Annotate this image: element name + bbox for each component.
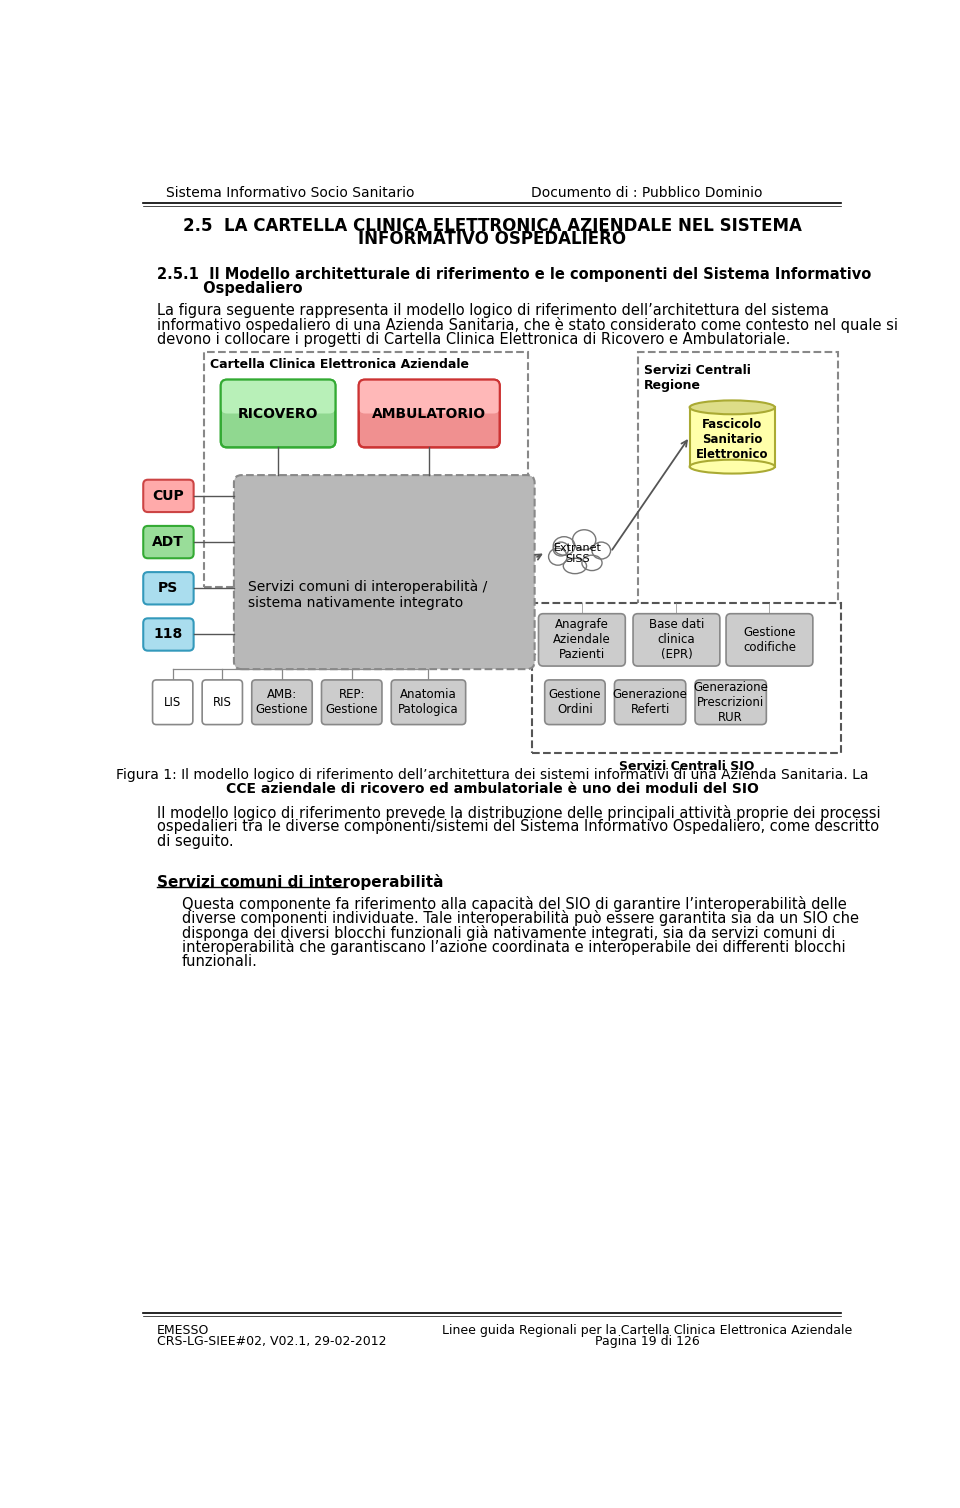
Ellipse shape	[572, 529, 596, 550]
Text: Base dati
clinica
(EPR): Base dati clinica (EPR)	[649, 618, 704, 662]
FancyBboxPatch shape	[221, 380, 335, 413]
Ellipse shape	[564, 558, 587, 573]
FancyBboxPatch shape	[695, 680, 766, 724]
Text: Sistema Informativo Socio Sanitario: Sistema Informativo Socio Sanitario	[166, 187, 415, 201]
Text: RIS: RIS	[213, 695, 231, 709]
Ellipse shape	[548, 549, 567, 566]
Text: Anatomia
Patologica: Anatomia Patologica	[398, 688, 459, 716]
FancyBboxPatch shape	[359, 380, 500, 413]
Bar	[532, 603, 841, 752]
Text: Cartella Clinica Elettronica Aziendale: Cartella Clinica Elettronica Aziendale	[210, 357, 468, 371]
Text: Documento di : Pubblico Dominio: Documento di : Pubblico Dominio	[531, 187, 763, 201]
FancyBboxPatch shape	[143, 572, 194, 605]
Text: RICOVERO: RICOVERO	[238, 407, 319, 421]
Text: di seguito.: di seguito.	[157, 834, 234, 849]
Text: PS: PS	[158, 581, 179, 596]
FancyBboxPatch shape	[322, 680, 382, 724]
Text: 2.5.1  Il Modello architetturale di riferimento e le componenti del Sistema Info: 2.5.1 Il Modello architetturale di rifer…	[157, 267, 872, 282]
Ellipse shape	[582, 555, 602, 570]
FancyBboxPatch shape	[539, 614, 625, 667]
FancyBboxPatch shape	[359, 380, 500, 448]
Text: Ospedaliero: Ospedaliero	[157, 280, 302, 296]
Text: AMBULATORIO: AMBULATORIO	[372, 407, 487, 421]
Text: Pagina 19 di 126: Pagina 19 di 126	[594, 1335, 700, 1348]
Text: Fascicolo
Sanitario
Elettronico: Fascicolo Sanitario Elettronico	[696, 418, 769, 461]
Text: CRS-LG-SIEE#02, V02.1, 29-02-2012: CRS-LG-SIEE#02, V02.1, 29-02-2012	[157, 1335, 387, 1348]
Ellipse shape	[553, 541, 568, 556]
Text: LIS: LIS	[164, 695, 181, 709]
Text: Servizi comuni di interoperabilità /
sistema nativamente integrato: Servizi comuni di interoperabilità / sis…	[248, 579, 487, 609]
Ellipse shape	[689, 460, 775, 474]
Text: CCE aziendale di ricovero ed ambulatoriale è uno dei moduli del SIO: CCE aziendale di ricovero ed ambulatoria…	[226, 783, 758, 796]
Text: REP:
Gestione: REP: Gestione	[325, 688, 378, 716]
Text: 2.5  LA CARTELLA CLINICA ELETTRONICA AZIENDALE NEL SISTEMA: 2.5 LA CARTELLA CLINICA ELETTRONICA AZIE…	[182, 217, 802, 235]
Ellipse shape	[689, 401, 775, 415]
Text: AMB:
Gestione: AMB: Gestione	[255, 688, 308, 716]
Text: diverse componenti individuate. Tale interoperabilità può essere garantita sia d: diverse componenti individuate. Tale int…	[182, 911, 859, 926]
FancyBboxPatch shape	[614, 680, 685, 724]
FancyBboxPatch shape	[633, 614, 720, 667]
FancyBboxPatch shape	[221, 380, 335, 448]
FancyBboxPatch shape	[252, 680, 312, 724]
Text: funzionali.: funzionali.	[182, 955, 258, 970]
FancyBboxPatch shape	[143, 526, 194, 558]
FancyBboxPatch shape	[392, 680, 466, 724]
Text: ospedalieri tra le diverse componenti/sistemi del Sistema Informativo Ospedalier: ospedalieri tra le diverse componenti/si…	[157, 819, 879, 834]
FancyBboxPatch shape	[234, 475, 535, 670]
Text: EMESSO: EMESSO	[157, 1324, 209, 1336]
Text: 118: 118	[154, 627, 182, 641]
Bar	[204, 351, 528, 587]
FancyBboxPatch shape	[143, 618, 194, 650]
Text: La figura seguente rappresenta il modello logico di riferimento dell’architettur: La figura seguente rappresenta il modell…	[157, 303, 829, 318]
Text: Anagrafe
Aziendale
Pazienti: Anagrafe Aziendale Pazienti	[553, 618, 611, 662]
Text: Questa componente fa riferimento alla capacità del SIO di garantire l’interopera: Questa componente fa riferimento alla ca…	[182, 896, 847, 911]
Text: Gestione
Ordini: Gestione Ordini	[549, 688, 601, 716]
Text: Gestione
codifiche: Gestione codifiche	[743, 626, 796, 654]
Ellipse shape	[592, 541, 611, 559]
Text: CUP: CUP	[153, 489, 184, 502]
FancyBboxPatch shape	[153, 680, 193, 724]
Text: informativo ospedaliero di una Azienda Sanitaria, che è stato considerato come c: informativo ospedaliero di una Azienda S…	[157, 317, 899, 333]
Text: Generazione
Prescrizioni
RUR: Generazione Prescrizioni RUR	[693, 680, 768, 724]
Text: Generazione
Referti: Generazione Referti	[612, 688, 687, 716]
Text: Servizi Centrali
Regione: Servizi Centrali Regione	[644, 365, 751, 392]
Text: Extranet
SISS: Extranet SISS	[554, 543, 602, 564]
Text: Linee guida Regionali per la Cartella Clinica Elettronica Aziendale: Linee guida Regionali per la Cartella Cl…	[442, 1324, 852, 1336]
Bar	[689, 407, 775, 466]
FancyBboxPatch shape	[726, 614, 813, 667]
FancyBboxPatch shape	[143, 480, 194, 513]
FancyBboxPatch shape	[203, 680, 243, 724]
Text: disponga dei diversi blocchi funzionali già nativamente integrati, sia da serviz: disponga dei diversi blocchi funzionali …	[182, 924, 835, 941]
Text: Servizi Centrali SIO: Servizi Centrali SIO	[619, 760, 755, 774]
Text: Figura 1: Il modello logico di riferimento dell’architettura dei sistemi informa: Figura 1: Il modello logico di riferimen…	[116, 768, 868, 781]
Text: interoperabilità che garantiscano l’azione coordinata e interoperabile dei diffe: interoperabilità che garantiscano l’azio…	[182, 939, 846, 956]
Text: ADT: ADT	[152, 535, 184, 549]
Text: devono i collocare i progetti di Cartella Clinica Elettronica di Ricovero e Ambu: devono i collocare i progetti di Cartell…	[157, 332, 791, 347]
Text: INFORMATIVO OSPEDALIERO: INFORMATIVO OSPEDALIERO	[358, 231, 626, 249]
FancyBboxPatch shape	[544, 680, 605, 724]
Ellipse shape	[553, 537, 575, 555]
Text: Il modello logico di riferimento prevede la distribuzione delle principali attiv: Il modello logico di riferimento prevede…	[157, 805, 881, 820]
Text: Servizi comuni di interoperabilità: Servizi comuni di interoperabilità	[157, 875, 444, 890]
Bar	[637, 351, 838, 609]
